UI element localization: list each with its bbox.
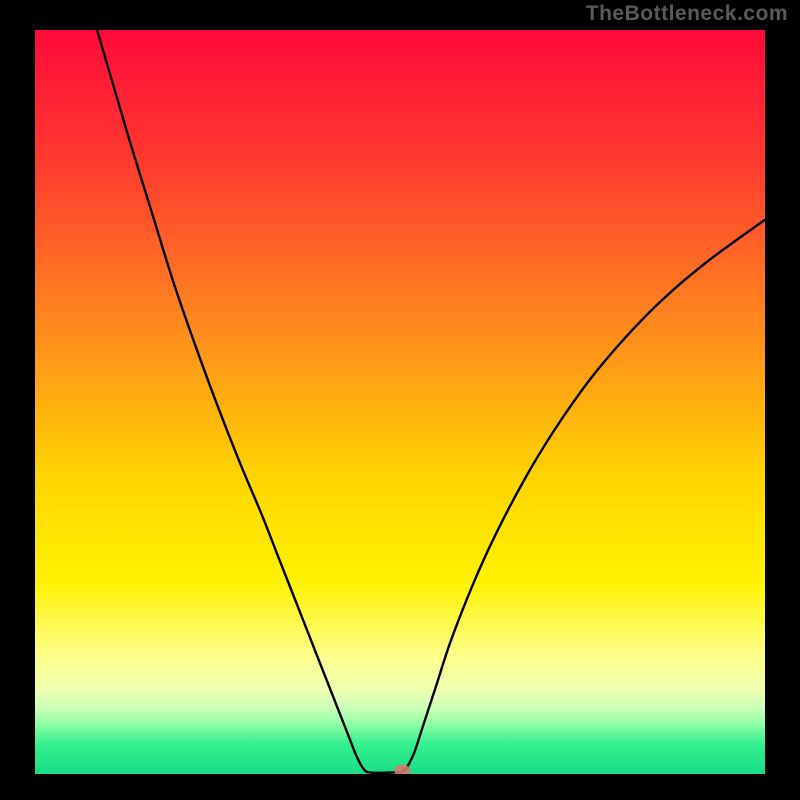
gradient-background bbox=[35, 30, 765, 774]
chart-frame: TheBottleneck.com bbox=[0, 0, 800, 800]
plot-area bbox=[35, 30, 765, 774]
chart-svg bbox=[35, 30, 765, 774]
watermark-text: TheBottleneck.com bbox=[586, 2, 788, 26]
